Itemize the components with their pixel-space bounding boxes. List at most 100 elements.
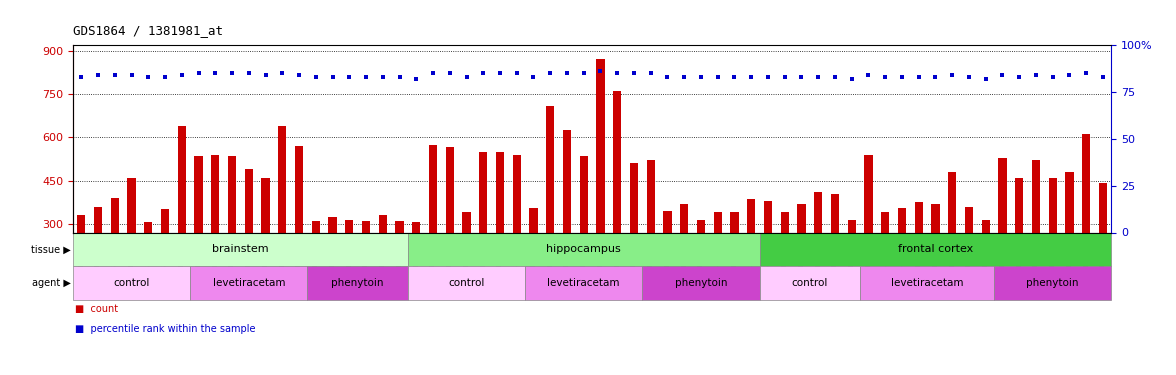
Text: agent ▶: agent ▶ xyxy=(32,278,71,288)
Text: ■  percentile rank within the sample: ■ percentile rank within the sample xyxy=(75,324,255,334)
Text: ■  count: ■ count xyxy=(75,304,119,314)
Point xyxy=(909,74,928,80)
FancyBboxPatch shape xyxy=(73,266,191,300)
Bar xyxy=(680,204,688,310)
Bar xyxy=(1082,134,1090,310)
Point xyxy=(206,70,225,76)
Point xyxy=(708,74,727,80)
Text: phenytoin: phenytoin xyxy=(1027,278,1078,288)
Bar xyxy=(379,215,387,310)
Bar xyxy=(496,152,505,310)
FancyBboxPatch shape xyxy=(642,266,760,300)
Point xyxy=(106,72,125,78)
FancyBboxPatch shape xyxy=(191,266,307,300)
Bar xyxy=(747,200,755,310)
Bar xyxy=(982,219,990,310)
Point xyxy=(155,74,174,80)
Point xyxy=(256,72,275,78)
Text: brainstem: brainstem xyxy=(212,244,268,254)
Bar xyxy=(1015,178,1023,310)
Bar xyxy=(479,152,487,310)
Point xyxy=(876,74,895,80)
Point xyxy=(490,70,509,76)
Bar xyxy=(161,209,169,310)
Bar xyxy=(931,204,940,310)
Point xyxy=(122,72,141,78)
Text: control: control xyxy=(448,278,485,288)
Text: levetiracetam: levetiracetam xyxy=(213,278,285,288)
Text: control: control xyxy=(113,278,149,288)
Point xyxy=(240,70,259,76)
Bar xyxy=(178,126,186,310)
Point xyxy=(659,74,677,80)
Text: GDS1864 / 1381981_at: GDS1864 / 1381981_at xyxy=(73,24,223,38)
Bar xyxy=(1031,160,1040,310)
Point xyxy=(742,74,761,80)
Point xyxy=(222,70,241,76)
Point xyxy=(1043,74,1062,80)
FancyBboxPatch shape xyxy=(408,232,760,266)
Bar xyxy=(580,156,588,310)
Bar xyxy=(345,219,354,310)
Bar xyxy=(429,144,437,310)
Point xyxy=(72,74,91,80)
Point xyxy=(976,76,995,82)
Bar xyxy=(948,172,956,310)
Bar xyxy=(245,169,253,310)
Point xyxy=(641,70,660,76)
Point xyxy=(474,70,493,76)
Point xyxy=(1060,72,1078,78)
Bar xyxy=(228,156,236,310)
Point xyxy=(608,70,627,76)
Point xyxy=(557,70,576,76)
Point xyxy=(173,72,192,78)
Point xyxy=(407,76,426,82)
Bar xyxy=(797,204,806,310)
Bar xyxy=(145,222,153,310)
Bar xyxy=(211,154,220,310)
Bar xyxy=(915,202,923,310)
Bar xyxy=(261,178,269,310)
FancyBboxPatch shape xyxy=(408,266,526,300)
Bar xyxy=(814,192,822,310)
Point xyxy=(541,70,560,76)
Bar xyxy=(278,126,287,310)
Bar xyxy=(94,207,102,310)
Point xyxy=(340,74,359,80)
Bar xyxy=(295,146,303,310)
Point xyxy=(356,74,375,80)
Bar xyxy=(881,212,889,310)
Bar xyxy=(613,91,621,310)
Bar xyxy=(127,178,135,310)
Bar xyxy=(964,207,974,310)
Bar xyxy=(714,212,722,310)
Point xyxy=(307,74,326,80)
Text: phenytoin: phenytoin xyxy=(675,278,727,288)
Point xyxy=(139,74,158,80)
Point xyxy=(826,74,844,80)
Text: phenytoin: phenytoin xyxy=(332,278,383,288)
Point xyxy=(323,74,342,80)
FancyBboxPatch shape xyxy=(760,266,860,300)
Point xyxy=(289,72,308,78)
Bar xyxy=(763,201,773,310)
Bar xyxy=(1065,172,1074,310)
Point xyxy=(592,68,610,74)
Bar xyxy=(446,147,454,310)
Point xyxy=(926,74,944,80)
Bar xyxy=(663,211,671,310)
Bar xyxy=(328,217,336,310)
Point xyxy=(993,72,1011,78)
FancyBboxPatch shape xyxy=(526,266,642,300)
Point xyxy=(189,70,208,76)
Bar xyxy=(848,219,856,310)
Point xyxy=(524,74,543,80)
Bar xyxy=(830,194,840,310)
Bar xyxy=(462,212,470,310)
Text: control: control xyxy=(791,278,828,288)
Point xyxy=(273,70,292,76)
Point xyxy=(390,74,409,80)
Point xyxy=(893,74,911,80)
Text: levetiracetam: levetiracetam xyxy=(548,278,620,288)
Bar xyxy=(312,221,320,310)
